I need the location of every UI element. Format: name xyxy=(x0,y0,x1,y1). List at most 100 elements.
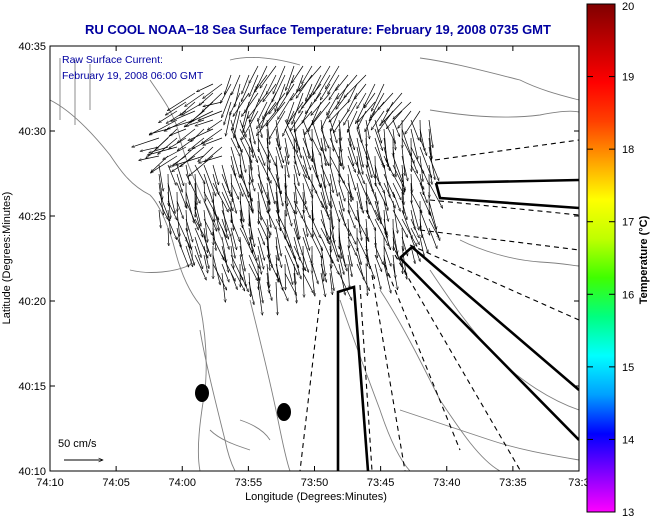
current-vector xyxy=(329,236,338,262)
current-vector xyxy=(212,227,216,251)
current-vector xyxy=(204,146,223,162)
current-vector xyxy=(320,218,331,240)
current-vector xyxy=(212,182,229,212)
current-vector xyxy=(320,191,329,217)
current-vector xyxy=(257,137,271,163)
current-vector xyxy=(266,191,270,212)
current-vector xyxy=(301,101,313,123)
current-vector xyxy=(185,173,201,204)
current-vector xyxy=(338,245,347,271)
current-vector xyxy=(257,101,268,121)
current-vector xyxy=(167,164,176,185)
current-vector xyxy=(293,173,297,204)
current-vector xyxy=(410,227,420,245)
current-vector xyxy=(176,200,183,219)
colorbar-tick-label: 16 xyxy=(622,289,634,301)
current-vector xyxy=(260,65,277,88)
current-vector xyxy=(348,218,349,248)
current-vector xyxy=(248,74,259,97)
current-vector xyxy=(248,155,253,182)
current-vector xyxy=(419,209,430,235)
current-vector xyxy=(198,110,223,121)
current-vector xyxy=(239,128,253,153)
current-vector xyxy=(219,83,232,103)
current-vector xyxy=(194,254,207,280)
current-vector xyxy=(320,227,331,244)
current-vector xyxy=(293,272,297,303)
current-vector xyxy=(392,209,409,238)
current-vector xyxy=(356,155,359,174)
current-vector xyxy=(203,236,211,257)
current-vector xyxy=(365,209,377,231)
current-vector xyxy=(338,191,344,212)
current-vector xyxy=(241,92,259,117)
current-vector xyxy=(365,164,373,193)
current-vector xyxy=(383,191,388,211)
current-vector xyxy=(257,281,262,315)
current-vector xyxy=(188,137,205,151)
current-vector xyxy=(203,200,218,231)
current-vector xyxy=(272,65,286,94)
current-vector xyxy=(275,83,286,112)
current-vector xyxy=(275,227,281,256)
current-vector xyxy=(284,119,301,150)
current-vector xyxy=(401,218,418,247)
current-vector xyxy=(203,173,213,203)
colorbar-tick-label: 17 xyxy=(622,217,634,229)
current-vector xyxy=(248,146,252,171)
current-vector xyxy=(248,227,253,253)
current-vector xyxy=(169,137,187,149)
current-vector xyxy=(312,101,331,125)
current-vector xyxy=(195,119,214,126)
current-vector xyxy=(257,218,269,240)
current-vector xyxy=(402,254,403,274)
current-vector xyxy=(392,263,398,290)
current-vector xyxy=(419,164,430,185)
current-vector xyxy=(248,236,257,261)
current-vector xyxy=(196,83,214,93)
current-vector xyxy=(329,263,334,291)
current-vector xyxy=(266,182,270,205)
current-vector xyxy=(311,137,322,156)
current-vector xyxy=(338,137,344,170)
colorbar-tick-label: 20 xyxy=(622,1,634,13)
current-vector xyxy=(293,209,300,239)
current-vector xyxy=(356,263,370,291)
annotation-line-2: February 19, 2008 06:00 GMT xyxy=(62,70,204,82)
current-vector xyxy=(139,155,160,160)
current-vector xyxy=(428,155,439,181)
current-vector xyxy=(356,236,368,259)
current-vector xyxy=(398,110,412,129)
station-marker xyxy=(195,384,209,402)
current-vector xyxy=(221,173,232,197)
current-vector xyxy=(169,155,187,168)
current-vector xyxy=(266,227,269,257)
current-vector xyxy=(428,227,437,249)
current-vector xyxy=(293,146,307,178)
current-vector xyxy=(132,137,160,147)
current-vector xyxy=(320,209,328,242)
current-vector xyxy=(285,182,286,216)
current-vector xyxy=(229,92,241,115)
current-vector xyxy=(248,191,253,213)
current-vector xyxy=(204,182,205,201)
colorbar-title: Temperature (°C) xyxy=(638,215,650,304)
current-vector xyxy=(257,119,262,138)
x-tick-label: 74:05 xyxy=(102,477,130,489)
current-vector xyxy=(266,101,286,126)
current-vector xyxy=(282,110,295,136)
x-tick-label: 73:40 xyxy=(433,477,461,489)
current-vector xyxy=(167,182,175,214)
current-vector xyxy=(293,164,299,186)
current-vector xyxy=(185,245,193,267)
current-vector xyxy=(302,137,312,162)
current-vector xyxy=(169,128,187,136)
current-vector xyxy=(158,164,163,191)
current-vector xyxy=(275,218,291,248)
current-vector xyxy=(284,272,297,296)
current-vector xyxy=(329,209,334,243)
current-vector xyxy=(239,200,244,222)
x-tick-label: 73:35 xyxy=(499,477,527,489)
current-vector xyxy=(284,137,289,158)
current-vector xyxy=(239,254,246,287)
